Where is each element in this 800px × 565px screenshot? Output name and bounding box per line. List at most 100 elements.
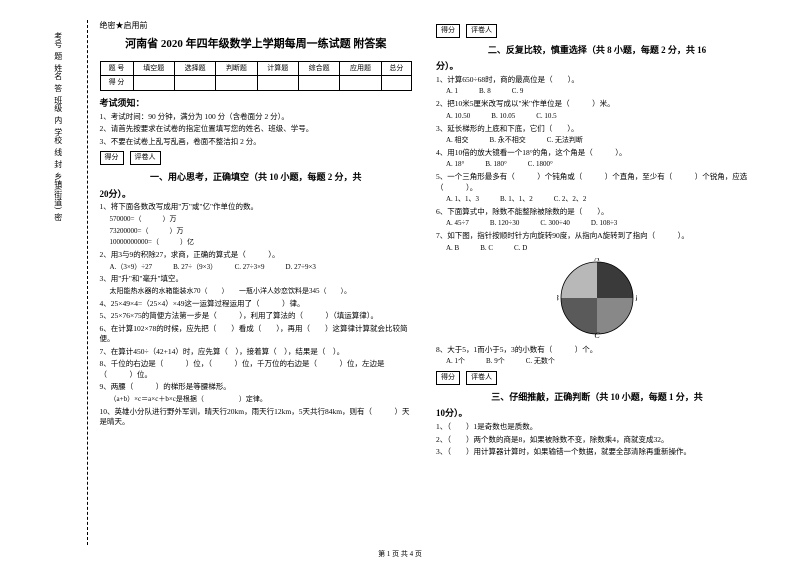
question-opts: A.（3×9）÷27 B. 27÷（9×3） C. 27÷3×9 D. 27÷9…: [110, 263, 412, 273]
score-header: 计算题: [257, 61, 298, 76]
question: 9、两腰（ ）的梯形是等腰梯形。: [100, 382, 412, 393]
question-opts: A. 45÷7 B. 120÷30 C. 300÷40 D. 108÷3: [446, 219, 758, 229]
score-cell: [174, 76, 215, 91]
score-header: 总分: [381, 61, 411, 76]
question: 6、在计算102×78的时候，应先把（ ）看成（ ），再用（ ）这算律计算就会比…: [100, 324, 412, 345]
score-header: 应用题: [340, 61, 381, 76]
question: 2、把10米5厘米改写成以"米"作单位是（ ）米。: [436, 99, 758, 110]
question-list: 1、（ ）1是奇数也是质数。 2、（ ）两个数的商是8，如果被除数不变，除数乘4…: [436, 422, 758, 458]
question: 1、（ ）1是奇数也是质数。: [436, 422, 758, 433]
section3-title: 三、仔细推敲，正确判断（共 10 小题，每题 1 分，共: [436, 391, 758, 404]
label-b: B: [557, 293, 559, 302]
question: 5、25×76×75的简便方法第一步是（ ），利用了算法的（ ）（填运算律）。: [100, 311, 412, 322]
question-opts: A. 10.50 B. 10.05 C. 10.5: [446, 112, 758, 122]
section1-title-cont: 20分）。: [100, 188, 412, 201]
question: 7、在算计450÷（42+14）时，应先算（ ），接着算（ ），结果是（ ）。: [100, 347, 412, 358]
question: 8、大于5，1而小于5，3的小数有（ ）个。: [436, 345, 758, 356]
question: 4、用10倍的放大镜看一个18°的角，这个角是（ ）。: [436, 148, 758, 159]
question-opts: A. 18° B. 180° C. 1800°: [446, 160, 758, 170]
binding-field: 姓名: [53, 64, 64, 80]
question-opts: A. 1 B. 8 C. 9: [446, 87, 758, 97]
binding-field: 考号: [53, 32, 64, 48]
binding-field: 学校: [53, 128, 64, 144]
table-row: 题 号 填空题 选择题 判断题 计算题 综合题 应用题 总分: [100, 61, 411, 76]
notice-item: 1、考试时间：90 分钟，满分为 100 分（含卷面分 2 分）。: [100, 112, 412, 123]
section3-title-cont: 10分）。: [436, 407, 758, 420]
binding-marker: 封: [53, 160, 64, 168]
question: 7、如下图，指针按顺时针方向旋转90度，从指向A旋转到了指向（ ）。: [436, 231, 758, 242]
score-cell: [298, 76, 339, 91]
main-title: 河南省 2020 年四年级数学上学期每周一练试题 附答案: [100, 37, 412, 52]
question: 1、将下面各数改写成用"万"或"亿"作单位的数。: [100, 202, 412, 213]
question: 3、（ ）用计算器计算时，如果输错一个数据，就要全部清除再重新操作。: [436, 447, 758, 458]
pie-icon: A B C D: [557, 258, 637, 338]
question-list: 1、将下面各数改写成用"万"或"亿"作单位的数。 570000=（ ）万 732…: [100, 202, 412, 427]
question-sub: 570000=（ ）万: [110, 215, 412, 225]
notice-item: 3、不要在试卷上乱写乱画，卷面不整洁扣 2 分。: [100, 137, 412, 148]
question: 4、25×49×4=（25×4）×49这一运算过程运用了（ ）律。: [100, 299, 412, 310]
question: 8、千位的右边是（ ）位，（ ）位，千万位的右边是（ ）位，左边是（ ）位。: [100, 359, 412, 380]
question-sub: 73200000=（ ）万: [110, 227, 412, 237]
binding-marker: 答: [53, 84, 64, 92]
score-cell: [133, 76, 174, 91]
binding-marker: 线: [53, 148, 64, 156]
score-cell: [216, 76, 257, 91]
scorer-box: 评卷人: [466, 24, 497, 38]
question-list: 8、大于5，1而小于5，3的小数有（ ）个。 A. 1个 B. 9个 C. 无数…: [436, 345, 758, 367]
scorer-box: 得分: [100, 151, 124, 165]
question-opts: A. 1个 B. 9个 C. 无数个: [446, 357, 758, 367]
score-table: 题 号 填空题 选择题 判断题 计算题 综合题 应用题 总分 得 分: [100, 61, 412, 92]
scorer-row: 得分 评卷人: [436, 371, 758, 385]
question: 5、一个三角形最多有（ ）个钝角或（ ）个直角，至少有（ ）个锐角，应选（ ）。: [436, 172, 758, 193]
question: 3、用"升"和"毫升"填空。: [100, 274, 412, 285]
page-footer: 第 1 页 共 4 页: [0, 549, 800, 559]
notice-head: 考试须知：: [100, 97, 412, 110]
question-sub: 太阳能热水器的水箱能装水70（ ） 一瓶小洋人妙恋饮料是345（ ）。: [110, 287, 412, 297]
question: 2、（ ）两个数的商是8，如果被除数不变，除数乘4，商就变成32。: [436, 435, 758, 446]
score-header: 选择题: [174, 61, 215, 76]
label-a: A: [594, 258, 600, 262]
label-d: D: [634, 293, 637, 302]
section1-title: 一、用心思考，正确填空（共 10 小题，每题 2 分，共: [100, 171, 412, 184]
table-row: 得 分: [100, 76, 411, 91]
notice-list: 1、考试时间：90 分钟，满分为 100 分（含卷面分 2 分）。 2、请首先按…: [100, 112, 412, 148]
notice-item: 2、请首先按要求在试卷的指定位置填写您的姓名、班级、学号。: [100, 124, 412, 135]
score-cell: 得 分: [100, 76, 133, 91]
scorer-box: 得分: [436, 24, 460, 38]
binding-marker: 题: [53, 52, 64, 60]
score-header: 填空题: [133, 61, 174, 76]
score-cell: [340, 76, 381, 91]
question: 1、计算650÷68时，商的最高位是（ ）。: [436, 75, 758, 86]
exam-page: 考号 题 姓名 答 班级 内 学校 线 封 乡镇(街道) 密 绝密★启用前 河南…: [0, 0, 800, 565]
question-opts: A. 1、1、3 B. 1、1、2 C. 2、2、2: [446, 195, 758, 205]
score-cell: [257, 76, 298, 91]
binding-field-group: 考号 题 姓名 答 班级 内 学校 线 封 乡镇(街道) 密: [30, 30, 87, 225]
label-c: C: [594, 331, 600, 338]
scorer-box: 评卷人: [130, 151, 161, 165]
question: 2、用3与9的积除27，求商，正确的算式是（ ）。: [100, 250, 412, 261]
score-header: 综合题: [298, 61, 339, 76]
section2-title: 二、反复比较，慎重选择（共 8 小题，每题 2 分，共 16: [436, 44, 758, 57]
circle-diagram: A B C D: [436, 258, 758, 341]
scorer-box: 得分: [436, 371, 460, 385]
binding-marker: 内: [53, 116, 64, 124]
binding-field: 乡镇(街道): [53, 172, 64, 209]
question: 3、延长梯形的上底和下底，它们（ ）。: [436, 124, 758, 135]
binding-column: 考号 题 姓名 答 班级 内 学校 线 封 乡镇(街道) 密: [30, 20, 88, 545]
question: 10、英雄小分队进行野外军训，晴天行20km，雨天行12km，5天共行84km，…: [100, 407, 412, 428]
question-sub: 10000000000=（ ）亿: [110, 238, 412, 248]
scorer-row: 得分 评卷人: [100, 151, 412, 165]
binding-field: 班级: [53, 96, 64, 112]
question-list: 1、计算650÷68时，商的最高位是（ ）。 A. 1 B. 8 C. 9 2、…: [436, 75, 758, 254]
binding-marker: 密: [53, 213, 64, 221]
right-column: 得分 评卷人 二、反复比较，慎重选择（共 8 小题，每题 2 分，共 16 分）…: [424, 20, 770, 545]
score-header: 判断题: [216, 61, 257, 76]
question-opts: A. 相交 B. 永不相交 C. 无法判断: [446, 136, 758, 146]
left-column: 绝密★启用前 河南省 2020 年四年级数学上学期每周一练试题 附答案 题 号 …: [88, 20, 424, 545]
secrecy-label: 绝密★启用前: [100, 20, 412, 31]
scorer-row: 得分 评卷人: [436, 24, 758, 38]
scorer-box: 评卷人: [466, 371, 497, 385]
score-cell: [381, 76, 411, 91]
section2-title-cont: 分）。: [436, 60, 758, 73]
question-opts: A. B B. C C. D: [446, 244, 758, 254]
